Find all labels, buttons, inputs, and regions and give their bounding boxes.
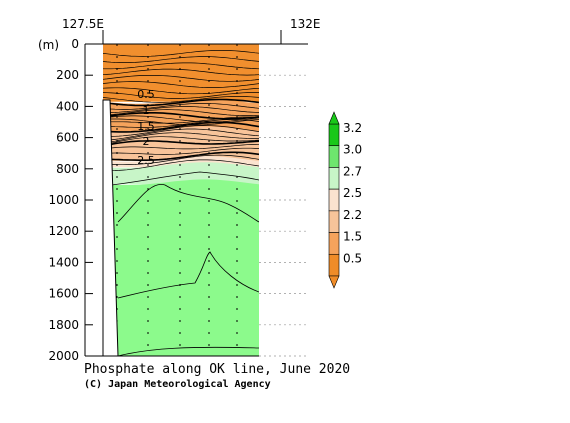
y-axis-unit: (m) — [38, 38, 59, 52]
y-tick-label: 0 — [71, 37, 79, 51]
colorbar-tick-label: 3.2 — [343, 121, 362, 135]
layer-5 — [103, 179, 259, 356]
colorbar-top-arrow — [328, 111, 340, 125]
y-tick-label: 400 — [56, 99, 79, 113]
contour-line — [103, 119, 259, 128]
colorbar-tick-label: 3.0 — [343, 143, 362, 157]
y-tick-label: 1000 — [48, 193, 79, 207]
contour-line-deep — [103, 171, 259, 187]
grid-lines — [259, 43, 308, 357]
contour-line — [103, 154, 259, 166]
contour-line — [103, 98, 259, 107]
x-label-left: 127.5E — [62, 17, 104, 31]
colorbar-segment — [328, 167, 340, 190]
station-lines — [116, 44, 238, 356]
colorbar-segment — [328, 188, 340, 212]
contour-line — [103, 140, 259, 147]
colorbar-segment — [328, 232, 340, 255]
y-tick-label: 600 — [56, 131, 79, 145]
contour-line — [103, 151, 259, 161]
colorbar-tick-label: 2.7 — [343, 164, 362, 178]
colorbar-segment — [328, 253, 340, 277]
colorbar-tick-label: 0.5 — [343, 251, 362, 265]
contour-line — [103, 159, 259, 172]
contour-label: 1.5 — [137, 120, 155, 133]
contour-line — [103, 92, 259, 99]
contour-line — [103, 87, 259, 95]
chart-credit: (C) Japan Meteorological Agency — [84, 378, 271, 390]
colorbar-segment — [328, 210, 340, 233]
contour-line — [103, 143, 259, 150]
contour-line — [103, 62, 259, 70]
contour-line — [103, 112, 259, 120]
y-tick-label: 1400 — [48, 255, 79, 269]
contour-label: 2 — [143, 135, 150, 148]
colorbar: 3.2 3.0 2.7 2.5 2.2 1.5 0.5 — [328, 111, 362, 289]
y-tick-label: 1600 — [48, 287, 79, 301]
y-tick-label: 2000 — [48, 349, 79, 363]
colorbar-tick-label: 1.5 — [343, 230, 362, 244]
contour-lines — [103, 50, 259, 356]
colorbar-segment — [328, 145, 340, 168]
contour-line-deep — [117, 251, 259, 299]
y-tick-label: 800 — [56, 162, 79, 176]
contour-line — [103, 50, 259, 57]
contour-line-deep — [117, 346, 259, 356]
colorbar-tick-label: 2.2 — [343, 208, 362, 222]
contour-line — [103, 115, 259, 123]
contour-line — [103, 136, 259, 146]
contour-line — [103, 103, 259, 110]
contour-line — [103, 74, 259, 82]
contour-line — [103, 128, 259, 141]
contour-line — [103, 96, 259, 103]
contour-line — [103, 147, 259, 155]
contour-line — [103, 132, 259, 144]
x-label-right: 132E — [290, 17, 321, 31]
contour-line — [103, 125, 259, 137]
contour-label: 1 — [143, 104, 150, 117]
contour-line — [103, 106, 259, 113]
chart-title: Phosphate along OK line, June 2020 — [84, 362, 350, 377]
contour-labels: 0.5 1 1.5 2 2.5 — [137, 88, 155, 167]
contour-line — [103, 116, 259, 124]
contour-label: 2.5 — [137, 154, 155, 167]
y-axis: 0 200 400 600 800 1000 1200 1400 1600 1800 2000 — [48, 37, 93, 363]
y-tick-label: 1200 — [48, 224, 79, 238]
colorbar-segment — [328, 123, 340, 147]
contour-line — [103, 109, 259, 116]
y-tick-label: 1800 — [48, 318, 79, 332]
contour-line — [103, 81, 259, 88]
contour-line — [103, 68, 259, 76]
y-tick-label: 200 — [56, 68, 79, 82]
contour-line — [103, 121, 259, 133]
colorbar-tick-label: 2.5 — [343, 186, 362, 200]
contour-label: 0.5 — [137, 88, 155, 101]
colorbar-bottom-arrow — [328, 275, 340, 289]
contour-line — [103, 56, 259, 63]
contour-line-deep — [117, 183, 259, 223]
